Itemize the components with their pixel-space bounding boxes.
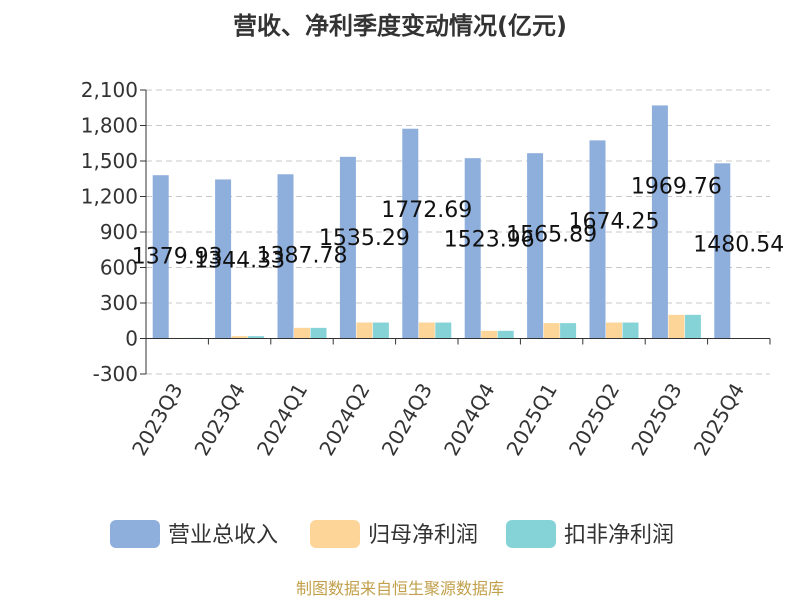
- y-tick-label: 2,100: [81, 78, 138, 102]
- bar-3: [684, 314, 701, 339]
- legend: 营业总收入 归母净利润 扣非净利润: [110, 520, 674, 548]
- bar-1: [714, 163, 731, 339]
- data-label: 1535.29: [319, 226, 410, 251]
- bar-2: [668, 314, 685, 339]
- bar-2: [231, 336, 248, 339]
- x-tick-label: 2024Q1: [252, 379, 312, 460]
- y-tick-label: -300: [93, 362, 138, 386]
- bar-3: [372, 322, 389, 339]
- bar-2: [543, 323, 560, 339]
- legend-swatch: [110, 520, 160, 548]
- legend-label: 营业总收入: [168, 523, 278, 548]
- x-tick-label: 2025Q4: [689, 379, 749, 460]
- bar-1: [527, 153, 544, 339]
- bar-2: [481, 330, 498, 339]
- bar-1: [651, 105, 668, 339]
- bar-2: [606, 322, 622, 339]
- y-tick-label: 600: [100, 256, 138, 280]
- data-label: 1772.69: [381, 198, 472, 223]
- bar-3: [560, 323, 577, 339]
- x-tick-label: 2025Q1: [501, 379, 561, 460]
- y-tick-label: 0: [125, 327, 138, 351]
- bar-2: [418, 322, 435, 339]
- x-tick-label: 2023Q4: [189, 379, 249, 460]
- x-tick-label: 2023Q3: [127, 379, 187, 460]
- data-label: 1565.89: [506, 222, 597, 247]
- y-tick-label: 1,200: [81, 185, 138, 209]
- x-tick-label: 2024Q4: [439, 379, 499, 460]
- bar-2: [294, 327, 310, 339]
- data-label: 1379.93: [132, 244, 223, 269]
- x-tick-label: 2025Q3: [626, 379, 686, 460]
- bar-3: [310, 327, 327, 339]
- legend-label: 归母净利润: [368, 523, 478, 548]
- y-tick-label: 300: [100, 291, 138, 315]
- data-label: 1480.54: [693, 232, 784, 257]
- bar-3: [248, 336, 265, 339]
- data-label: 1344.33: [194, 249, 285, 274]
- chart-title: 营收、净利季度变动情况(亿元): [233, 12, 567, 40]
- legend-label: 扣非净利润: [564, 523, 674, 548]
- x-tick-label: 2025Q2: [564, 379, 624, 460]
- bar-1: [402, 128, 419, 339]
- bar-1: [215, 179, 232, 339]
- legend-swatch: [506, 520, 556, 548]
- bar-1: [277, 174, 294, 339]
- bar-3: [435, 322, 452, 339]
- bar-2: [356, 322, 373, 339]
- data-label: 1969.76: [631, 175, 722, 200]
- legend-swatch: [310, 520, 360, 548]
- bar-1: [589, 140, 606, 339]
- y-tick-label: 1,500: [81, 149, 138, 173]
- source-note: 制图数据来自恒生聚源数据库: [296, 579, 504, 598]
- bar-3: [497, 330, 514, 339]
- data-label: 1674.25: [569, 210, 660, 235]
- y-tick-label: 900: [100, 220, 138, 244]
- y-tick-label: 1,800: [81, 114, 138, 138]
- bars-layer: [152, 105, 764, 339]
- bar-1: [339, 156, 356, 339]
- x-tick-label: 2024Q3: [377, 379, 437, 460]
- bar-1: [464, 158, 481, 339]
- x-tick-label: 2024Q2: [314, 379, 374, 460]
- data-label: 1387.78: [257, 243, 348, 268]
- data-label: 1523.96: [444, 227, 535, 252]
- bar-1: [152, 175, 169, 339]
- bar-3: [622, 322, 639, 339]
